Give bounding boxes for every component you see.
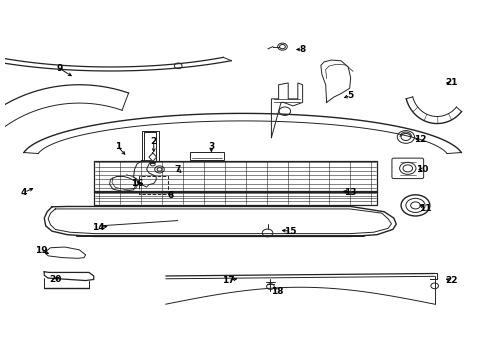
- Text: 12: 12: [414, 135, 426, 144]
- Text: 21: 21: [445, 78, 458, 87]
- Bar: [94, 161, 377, 192]
- Text: 6: 6: [168, 192, 173, 201]
- Text: 15: 15: [284, 227, 297, 236]
- Text: 20: 20: [49, 275, 62, 284]
- Text: 3: 3: [208, 142, 215, 151]
- Text: 2: 2: [150, 137, 157, 146]
- Bar: [190, 152, 224, 159]
- Text: 17: 17: [222, 276, 235, 285]
- Text: 11: 11: [419, 204, 431, 213]
- Text: 4: 4: [21, 188, 27, 197]
- Text: 1: 1: [115, 142, 121, 151]
- Text: 16: 16: [131, 179, 143, 188]
- Text: 7: 7: [174, 165, 181, 174]
- Text: 18: 18: [271, 287, 284, 296]
- Text: 9: 9: [57, 64, 63, 73]
- Text: 8: 8: [299, 45, 306, 54]
- Bar: [94, 191, 377, 205]
- Text: 5: 5: [347, 91, 354, 100]
- Text: 19: 19: [35, 246, 47, 255]
- Text: 22: 22: [445, 276, 458, 285]
- Text: 10: 10: [416, 165, 429, 174]
- Text: 13: 13: [344, 188, 357, 197]
- Text: 14: 14: [92, 223, 105, 232]
